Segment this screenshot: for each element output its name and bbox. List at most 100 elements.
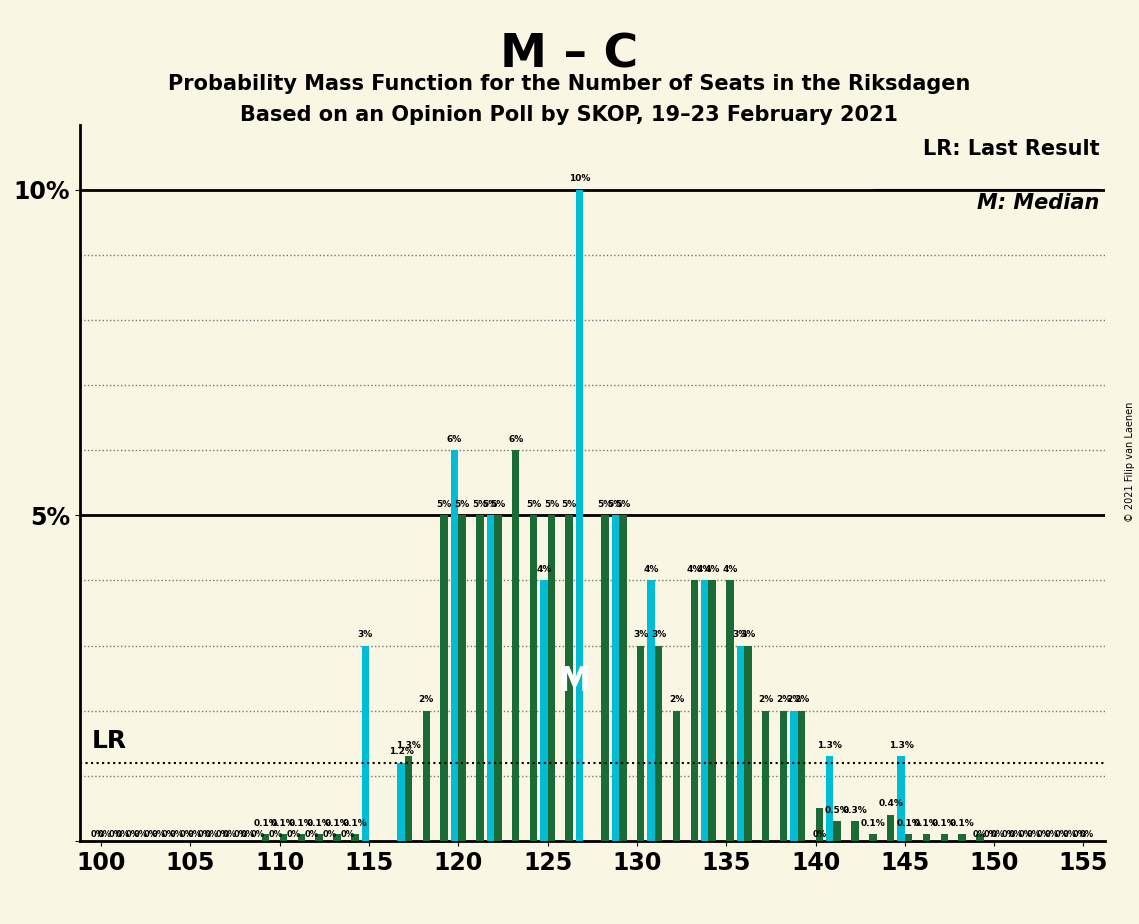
Text: LR: Last Result: LR: Last Result [923,139,1099,159]
Text: 4%: 4% [687,565,702,574]
Bar [262,834,270,841]
Text: M: M [558,664,591,698]
Text: 0%: 0% [983,830,998,839]
Bar [690,580,698,841]
Text: 1.3%: 1.3% [817,741,842,749]
Text: 0.1%: 0.1% [950,819,975,828]
Bar [762,711,770,841]
Bar [700,580,708,841]
Bar [904,834,912,841]
Text: 0.1%: 0.1% [913,819,939,828]
Text: Based on an Opinion Poll by SKOP, 19–23 February 2021: Based on an Opinion Poll by SKOP, 19–23 … [240,105,899,126]
Bar [511,450,519,841]
Bar [887,815,894,841]
Bar [655,646,662,841]
Text: 0%: 0% [162,830,175,839]
Text: 4%: 4% [644,565,658,574]
Text: 3%: 3% [650,630,666,639]
Bar [565,516,573,841]
Text: 0%: 0% [215,830,229,839]
Text: 0%: 0% [991,830,1005,839]
Text: 2%: 2% [759,695,773,704]
Text: 0.5%: 0.5% [825,806,850,815]
Text: 0%: 0% [1055,830,1068,839]
Text: 2%: 2% [669,695,685,704]
Text: 4%: 4% [536,565,551,574]
Text: 0%: 0% [1009,830,1023,839]
Bar [540,580,548,841]
Bar [708,580,716,841]
Bar [673,711,680,841]
Bar [637,646,645,841]
Text: 0%: 0% [1001,830,1015,839]
Text: © 2021 Filip van Laenen: © 2021 Filip van Laenen [1125,402,1134,522]
Text: 0%: 0% [151,830,165,839]
Text: 0%: 0% [1073,830,1087,839]
Text: 0%: 0% [1080,830,1095,839]
Text: 0.1%: 0.1% [325,819,350,828]
Bar [361,646,369,841]
Text: 0.1%: 0.1% [896,819,921,828]
Text: 0.1%: 0.1% [271,819,296,828]
Bar [280,834,287,841]
Text: 0%: 0% [98,830,112,839]
Text: 5%: 5% [473,500,487,509]
Text: 0.1%: 0.1% [860,819,885,828]
Text: 0%: 0% [341,830,354,839]
Text: 10%: 10% [568,175,590,183]
Text: 0.1%: 0.1% [306,819,331,828]
Bar [941,834,948,841]
Text: 5%: 5% [526,500,541,509]
Text: M – C: M – C [500,32,639,78]
Bar [458,516,466,841]
Text: 5%: 5% [483,500,498,509]
Bar [530,516,538,841]
Bar [620,516,626,841]
Bar [576,189,583,841]
Text: 0%: 0% [180,830,194,839]
Text: 1.2%: 1.2% [388,748,413,756]
Text: 0%: 0% [322,830,337,839]
Bar [647,580,655,841]
Text: 3%: 3% [740,630,755,639]
Text: Probability Mass Function for the Number of Seats in the Riksdagen: Probability Mass Function for the Number… [169,74,970,94]
Bar [441,516,448,841]
Text: 0%: 0% [187,830,202,839]
Bar [601,516,608,841]
Bar [476,516,484,841]
Text: 4%: 4% [704,565,720,574]
Text: 0%: 0% [1019,830,1033,839]
Text: 0%: 0% [205,830,219,839]
Text: 5%: 5% [543,500,559,509]
Text: 0%: 0% [108,830,122,839]
Text: 0%: 0% [240,830,255,839]
Text: 2%: 2% [786,695,802,704]
Bar [826,756,834,841]
Text: 0%: 0% [287,830,301,839]
Bar [404,756,412,841]
Text: 5%: 5% [436,500,452,509]
Text: 5%: 5% [608,500,623,509]
Text: 0%: 0% [1026,830,1041,839]
Text: 5%: 5% [562,500,576,509]
Text: 5%: 5% [454,500,469,509]
Bar [834,821,841,841]
Bar [923,834,931,841]
Text: 2%: 2% [794,695,809,704]
Bar [744,646,752,841]
Text: 0%: 0% [90,830,105,839]
Bar [816,808,823,841]
Text: 0%: 0% [973,830,988,839]
Text: 2%: 2% [776,695,792,704]
Text: 5%: 5% [597,500,613,509]
Text: 0.1%: 0.1% [343,819,367,828]
Text: 4%: 4% [697,565,712,574]
Text: 6%: 6% [508,434,523,444]
Bar [423,711,431,841]
Text: 0.1%: 0.1% [289,819,313,828]
Bar [727,580,734,841]
Bar [869,834,877,841]
Text: 3%: 3% [633,630,648,639]
Text: 1.3%: 1.3% [396,741,421,749]
Text: 0.1%: 0.1% [932,819,957,828]
